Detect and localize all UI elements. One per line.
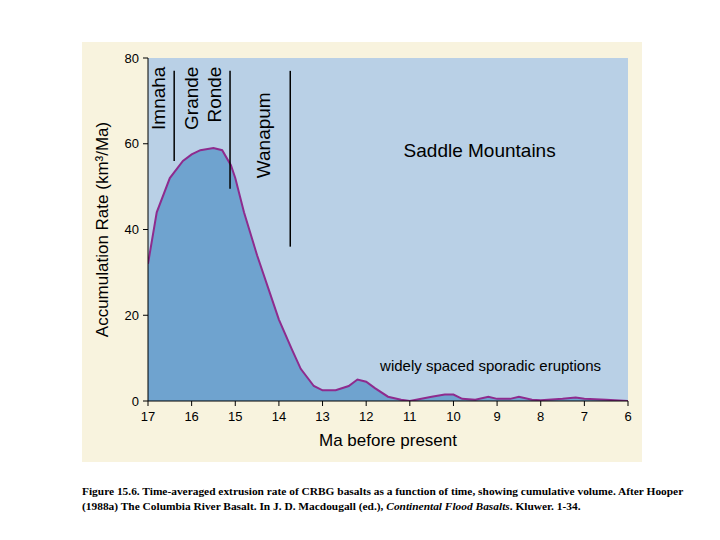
x-tick (584, 401, 585, 406)
area (148, 148, 628, 401)
annotation-line: Grande (181, 67, 202, 130)
y-tick-label: 80 (125, 51, 139, 66)
x-axis-label: Ma before present (319, 431, 457, 450)
x-tick (235, 401, 236, 406)
annotation: Imnaha (148, 66, 169, 130)
x-tick (322, 401, 323, 406)
x-tick (409, 401, 410, 406)
caption-part: . Kluwer. 1-34. (510, 500, 581, 512)
x-tick (366, 401, 367, 406)
x-tick-label: 14 (272, 409, 286, 424)
x-tick-label: 16 (184, 409, 198, 424)
y-tick-label: 60 (125, 136, 139, 151)
annotation: widely spaced sporadic eruptions (379, 357, 601, 374)
x-tick-label: 7 (581, 409, 588, 424)
y-tick (143, 58, 148, 59)
annotation-line: Ronde (204, 67, 225, 123)
x-tick-label: 15 (228, 409, 242, 424)
annotation-line: Imnaha (148, 66, 169, 130)
y-tick (143, 143, 148, 144)
annotation-line: Wanapum (253, 92, 274, 178)
annotation: GrandeRonde (181, 67, 225, 130)
x-tick-label: 11 (403, 409, 417, 424)
x-tick-label: 10 (446, 409, 460, 424)
y-tick-label: 0 (132, 394, 139, 409)
x-tick (278, 401, 279, 406)
x-tick (453, 401, 454, 406)
annotation: Wanapum (253, 92, 274, 178)
period-boundary (173, 71, 175, 161)
x-tick (628, 401, 629, 406)
y-tick-label: 40 (125, 222, 139, 237)
y-axis-label: Accumulation Rate (km³/Ma) (93, 122, 112, 337)
x-tick-label: 9 (493, 409, 500, 424)
annotation: Saddle Mountains (404, 140, 556, 161)
y-tick (143, 315, 148, 316)
y-tick (143, 401, 148, 402)
plot-area (148, 58, 628, 401)
y-tick (143, 229, 148, 230)
y-tick-label: 20 (125, 308, 139, 323)
x-tick-label: 12 (359, 409, 373, 424)
caption: Figure 15.6. Time-averaged extrusion rat… (82, 484, 694, 514)
x-tick-label: 8 (537, 409, 544, 424)
stage: 0 20 40 60 80 17 16 15 14 13 12 11 10 9 8 7 6 Ma before p… (0, 0, 720, 540)
x-tick-label: 17 (141, 409, 155, 424)
caption-part: Continental Flood Basalts (386, 500, 509, 512)
x-tick (148, 401, 149, 406)
period-boundary (229, 71, 231, 189)
area-line (148, 148, 628, 401)
x-tick (191, 401, 192, 406)
x-tick-label: 6 (624, 409, 631, 424)
x-axis (148, 401, 628, 402)
x-tick (540, 401, 541, 406)
period-boundary (290, 71, 292, 247)
caption-part: Figure 15.6. Time-averaged extrusion rat… (82, 485, 683, 512)
x-tick-label: 13 (315, 409, 329, 424)
panel (82, 42, 642, 462)
chart: 0 20 40 60 80 17 16 15 14 13 12 11 10 9 8 7 6 Ma before p… (0, 0, 720, 540)
x-tick (497, 401, 498, 406)
